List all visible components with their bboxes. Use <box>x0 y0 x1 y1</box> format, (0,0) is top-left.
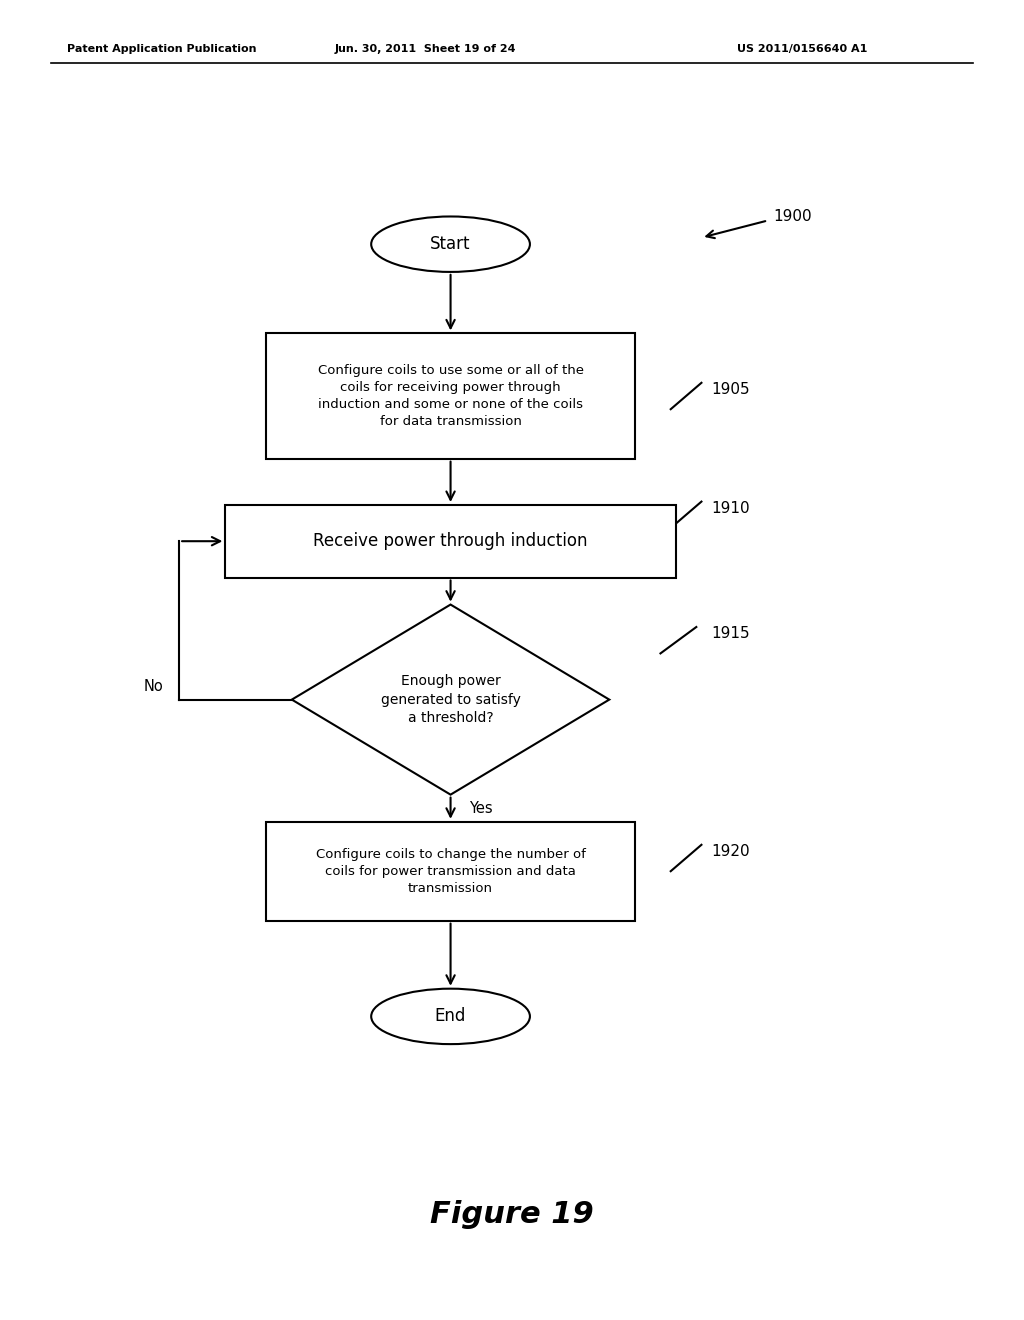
Text: 1910: 1910 <box>712 500 751 516</box>
Bar <box>225 504 676 578</box>
Text: Configure coils to change the number of
coils for power transmission and data
tr: Configure coils to change the number of … <box>315 847 586 895</box>
Bar <box>266 821 635 921</box>
Text: 1920: 1920 <box>712 843 751 859</box>
Text: Enough power
generated to satisfy
a threshold?: Enough power generated to satisfy a thre… <box>381 675 520 725</box>
Text: Jun. 30, 2011  Sheet 19 of 24: Jun. 30, 2011 Sheet 19 of 24 <box>334 44 516 54</box>
Text: Start: Start <box>430 235 471 253</box>
Bar <box>266 334 635 459</box>
Text: 1900: 1900 <box>773 209 812 224</box>
Polygon shape <box>292 605 609 795</box>
Text: End: End <box>435 1007 466 1026</box>
Ellipse shape <box>371 216 530 272</box>
Text: Patent Application Publication: Patent Application Publication <box>67 44 256 54</box>
Text: Receive power through induction: Receive power through induction <box>313 532 588 550</box>
Text: Configure coils to use some or all of the
coils for receiving power through
indu: Configure coils to use some or all of th… <box>317 364 584 428</box>
Text: No: No <box>144 678 164 694</box>
Text: Figure 19: Figure 19 <box>430 1200 594 1229</box>
Text: 1915: 1915 <box>712 626 751 642</box>
Text: Yes: Yes <box>469 801 493 816</box>
Text: 1905: 1905 <box>712 381 751 397</box>
Text: US 2011/0156640 A1: US 2011/0156640 A1 <box>737 44 867 54</box>
Ellipse shape <box>371 989 530 1044</box>
